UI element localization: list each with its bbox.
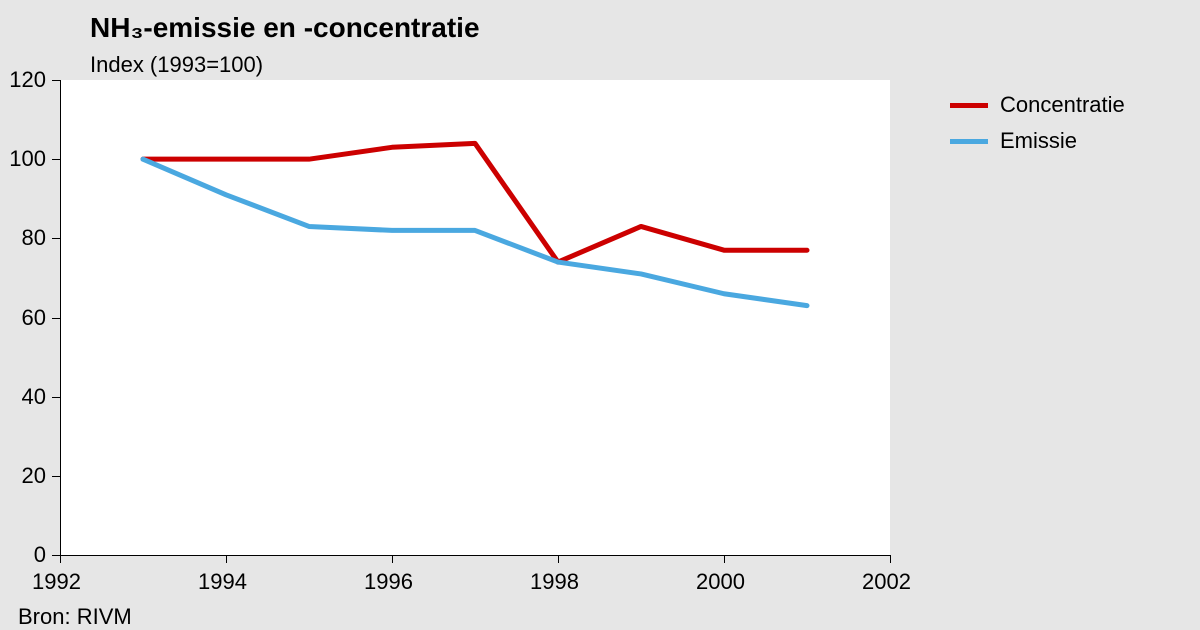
series-line <box>143 159 807 305</box>
legend-item: Concentratie <box>950 92 1125 118</box>
legend-swatch-icon <box>950 139 988 144</box>
legend-label: Concentratie <box>1000 92 1125 118</box>
legend: Concentratie Emissie <box>950 92 1125 164</box>
source-text: Bron: RIVM <box>18 604 132 630</box>
legend-item: Emissie <box>950 128 1125 154</box>
legend-label: Emissie <box>1000 128 1077 154</box>
chart-container: NH₃-emissie en -concentratie Index (1993… <box>0 0 1200 630</box>
legend-swatch-icon <box>950 103 988 108</box>
